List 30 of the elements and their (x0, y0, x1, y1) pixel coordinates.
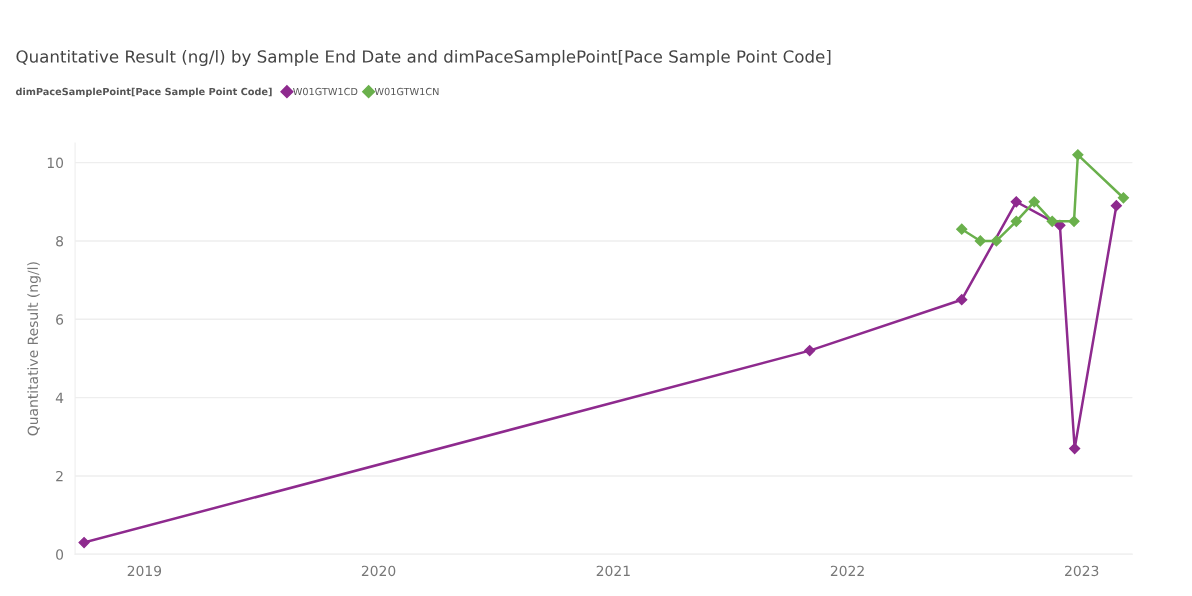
point (1072, 149, 1084, 161)
legend-title: dimPaceSamplePoint[Pace Sample Point Code] (15, 87, 272, 98)
y-tick-label: 10 (47, 157, 64, 169)
y-tick-label: 2 (56, 470, 63, 482)
point (804, 345, 816, 357)
point (956, 294, 968, 306)
y-tick-label: 0 (56, 549, 64, 560)
x-tick-label: 2020 (361, 565, 396, 577)
point (1028, 196, 1040, 208)
point (956, 223, 968, 235)
legend-label: W01GTW1CD (293, 87, 358, 96)
x-tick-label: 2021 (596, 565, 630, 577)
legend-label: W01GTW1CN (374, 87, 439, 96)
point (1117, 192, 1130, 204)
point (1010, 196, 1022, 208)
point (974, 235, 986, 247)
point (78, 536, 90, 549)
y-tick-label: 6 (56, 314, 64, 325)
x-tick-label: 2019 (127, 565, 162, 577)
point (1068, 215, 1080, 227)
point (1010, 215, 1022, 227)
point (990, 235, 1002, 247)
x-tick-label: 2022 (830, 565, 864, 577)
x-tick-label: 2023 (1065, 565, 1099, 577)
y-axis-title: Quantitative Result (ng/l) (27, 262, 41, 436)
y-tick-label: 8 (56, 235, 64, 247)
point (1110, 200, 1122, 212)
point (1046, 215, 1058, 227)
y-tick-label: 4 (55, 392, 64, 403)
chart-title: Quantitative Result (ng/l) by Sample End Date and dimPaceSamplePoint[Pace Sample Point Code] (16, 49, 831, 67)
